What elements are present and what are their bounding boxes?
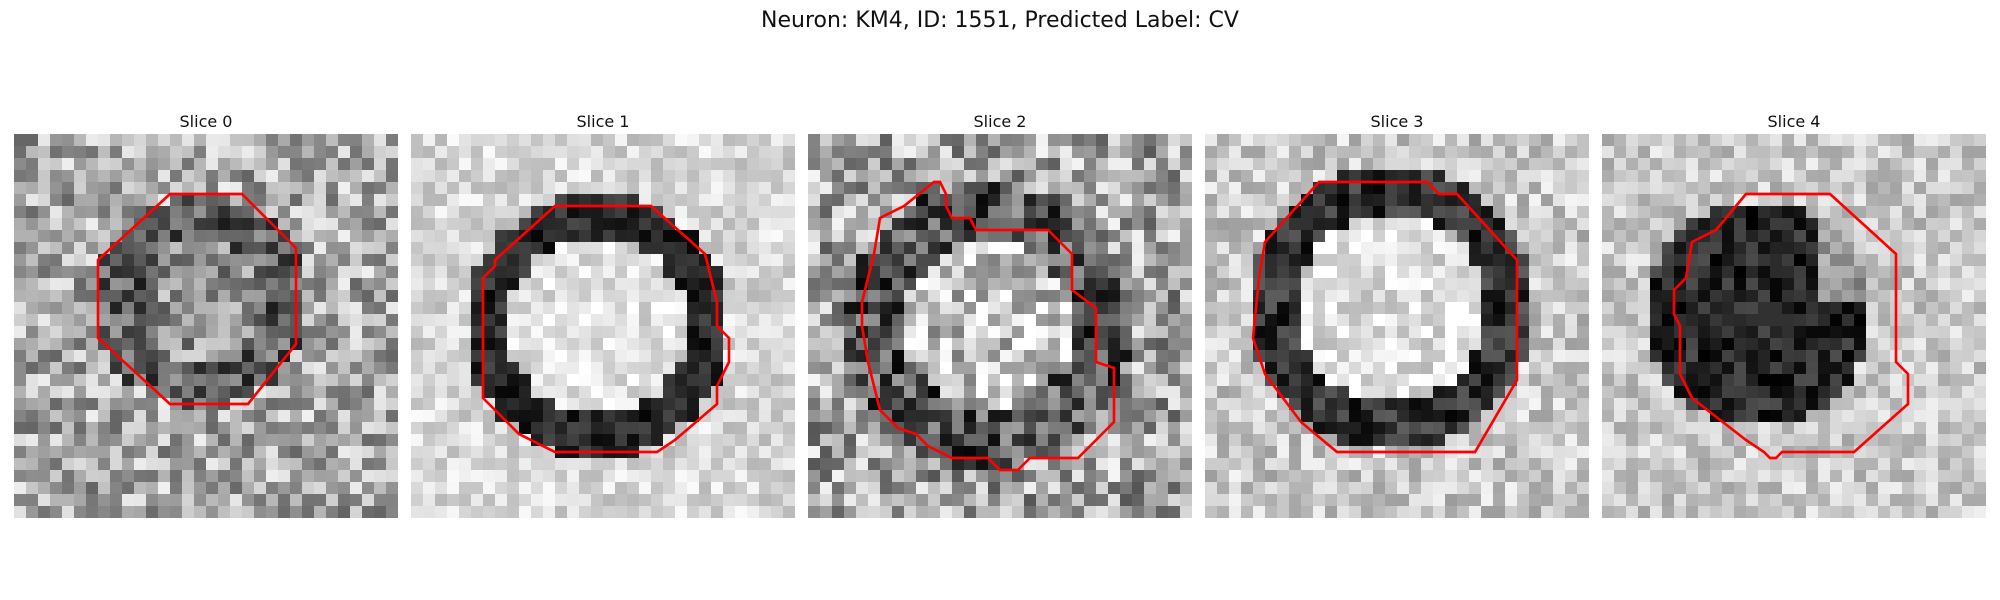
- grayscale-pixels-4: [1602, 134, 1986, 518]
- roi-contour-2: [860, 180, 1116, 472]
- slice-title-3: Slice 3: [1370, 112, 1424, 131]
- roi-contour-3: [1251, 180, 1519, 454]
- grayscale-pixels-2: [808, 134, 1192, 518]
- figure-title: Neuron: KM4, ID: 1551, Predicted Label: …: [761, 8, 1239, 33]
- slice-title-2: Slice 2: [973, 112, 1027, 131]
- roi-contour-1: [481, 204, 731, 454]
- roi-contour-4: [1672, 192, 1910, 460]
- grayscale-pixels-3: [1205, 134, 1589, 518]
- grayscale-pixels-0: [14, 134, 398, 518]
- slice-image-3: [1205, 134, 1589, 518]
- slice-panel-4: Slice 4: [1602, 110, 1986, 518]
- slice-panel-3: Slice 3: [1205, 110, 1589, 518]
- slice-title-1: Slice 1: [576, 112, 630, 131]
- slice-image-1: [411, 134, 795, 518]
- slice-image-2: [808, 134, 1192, 518]
- slice-image-0: [14, 134, 398, 518]
- slice-title-4: Slice 4: [1767, 112, 1821, 131]
- slice-panel-0: Slice 0: [14, 110, 398, 518]
- slice-title-0: Slice 0: [179, 112, 233, 131]
- slice-panel-2: Slice 2: [808, 110, 1192, 518]
- roi-contour-0: [96, 192, 298, 406]
- slice-image-4: [1602, 134, 1986, 518]
- grayscale-pixels-1: [411, 134, 795, 518]
- slice-panel-1: Slice 1: [411, 110, 795, 518]
